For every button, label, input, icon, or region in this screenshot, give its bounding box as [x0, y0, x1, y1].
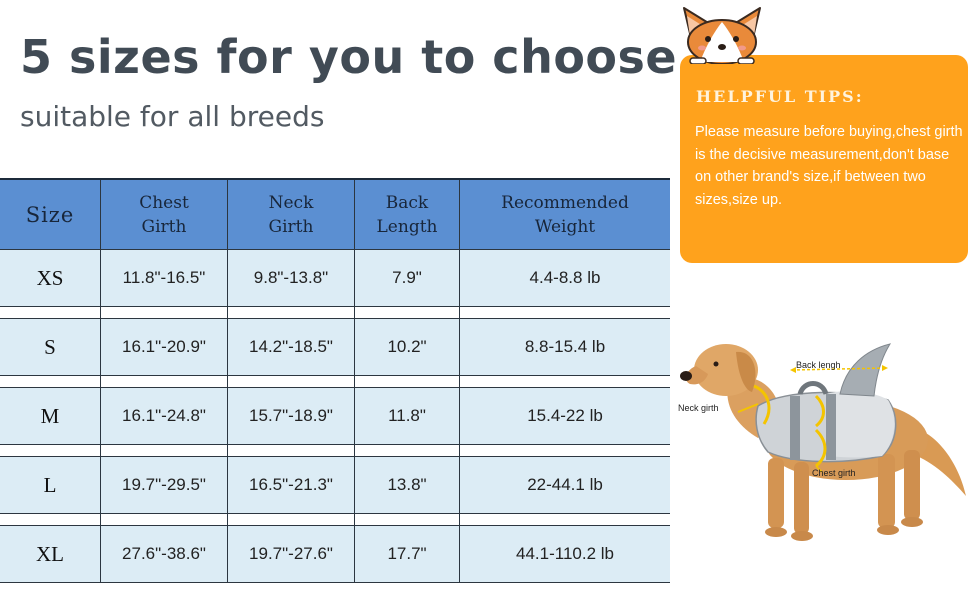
column-header-neck-girth: Neck Girth [228, 180, 355, 249]
tips-text: Please measure before buying,chest girth… [695, 124, 963, 208]
row-divider [0, 445, 670, 457]
size-chart-table: Size Chest Girth Neck Girth Back Length … [0, 178, 670, 583]
chest-girth-cell: 16.1"-24.8" [101, 388, 228, 444]
back-length-cell: 17.7" [355, 526, 460, 582]
size-cell: XL [0, 526, 101, 582]
size-cell: M [0, 388, 101, 444]
chest-girth-cell: 11.8"-16.5" [101, 250, 228, 306]
tips-title: HELPFUL TIPS: [696, 87, 864, 106]
table-header-row: Size Chest Girth Neck Girth Back Length … [0, 180, 670, 250]
weight-cell: 8.8-15.4 lb [524, 337, 606, 356]
chest-girth-label: Chest girth [812, 468, 856, 478]
column-header-recommended-weight: Recommended Weight [501, 192, 629, 237]
size-cell: S [0, 319, 101, 375]
column-header-chest-girth: Chest Girth [101, 180, 228, 249]
row-divider [0, 307, 670, 319]
back-length-label: Back lengh [796, 360, 841, 370]
table-row: S 16.1"-20.9" 14.2"-18.5" 10.2" 8.8-15.4… [0, 319, 670, 376]
chest-girth-cell: 27.6"-38.6" [101, 526, 228, 582]
table-row: XS 11.8"-16.5" 9.8"-13.8" 7.9" 4.4-8.8 l… [0, 250, 670, 307]
size-cell: XS [0, 250, 101, 306]
back-length-cell: 13.8" [355, 457, 460, 513]
weight-cell: 4.4-8.8 lb [529, 268, 601, 287]
weight-cell: 44.1-110.2 lb [516, 544, 614, 563]
table-row: L 19.7"-29.5" 16.5"-21.3" 13.8" 22-44.1 … [0, 457, 670, 514]
column-header-size: Size [0, 180, 101, 249]
neck-girth-cell: 19.7"-27.6" [228, 526, 355, 582]
back-length-cell: 11.8" [355, 388, 460, 444]
helpful-tips-card: HELPFUL TIPS: Please measure before buyi… [680, 55, 968, 263]
page-subtitle: suitable for all breeds [20, 100, 325, 133]
chest-girth-cell: 16.1"-20.9" [101, 319, 228, 375]
table-row: M 16.1"-24.8" 15.7"-18.9" 11.8" 15.4-22 … [0, 388, 670, 445]
table-row: XL 27.6"-38.6" 19.7"-27.6" 17.7" 44.1-11… [0, 526, 670, 583]
back-length-cell: 7.9" [355, 250, 460, 306]
neck-girth-label: Neck girth [678, 403, 719, 413]
row-divider [0, 514, 670, 526]
row-divider [0, 376, 670, 388]
dog-life-jacket-illustration [680, 343, 966, 541]
neck-girth-cell: 14.2"-18.5" [228, 319, 355, 375]
weight-cell: 22-44.1 lb [527, 475, 603, 494]
weight-cell: 15.4-22 lb [527, 406, 603, 425]
chest-girth-cell: 19.7"-29.5" [101, 457, 228, 513]
neck-girth-cell: 15.7"-18.9" [228, 388, 355, 444]
size-cell: L [0, 457, 101, 513]
neck-girth-cell: 9.8"-13.8" [228, 250, 355, 306]
corgi-icon [683, 7, 761, 64]
neck-girth-cell: 16.5"-21.3" [228, 457, 355, 513]
column-header-back-length: Back Length [355, 180, 460, 249]
page-title: 5 sizes for you to choose [20, 30, 678, 84]
back-length-cell: 10.2" [355, 319, 460, 375]
